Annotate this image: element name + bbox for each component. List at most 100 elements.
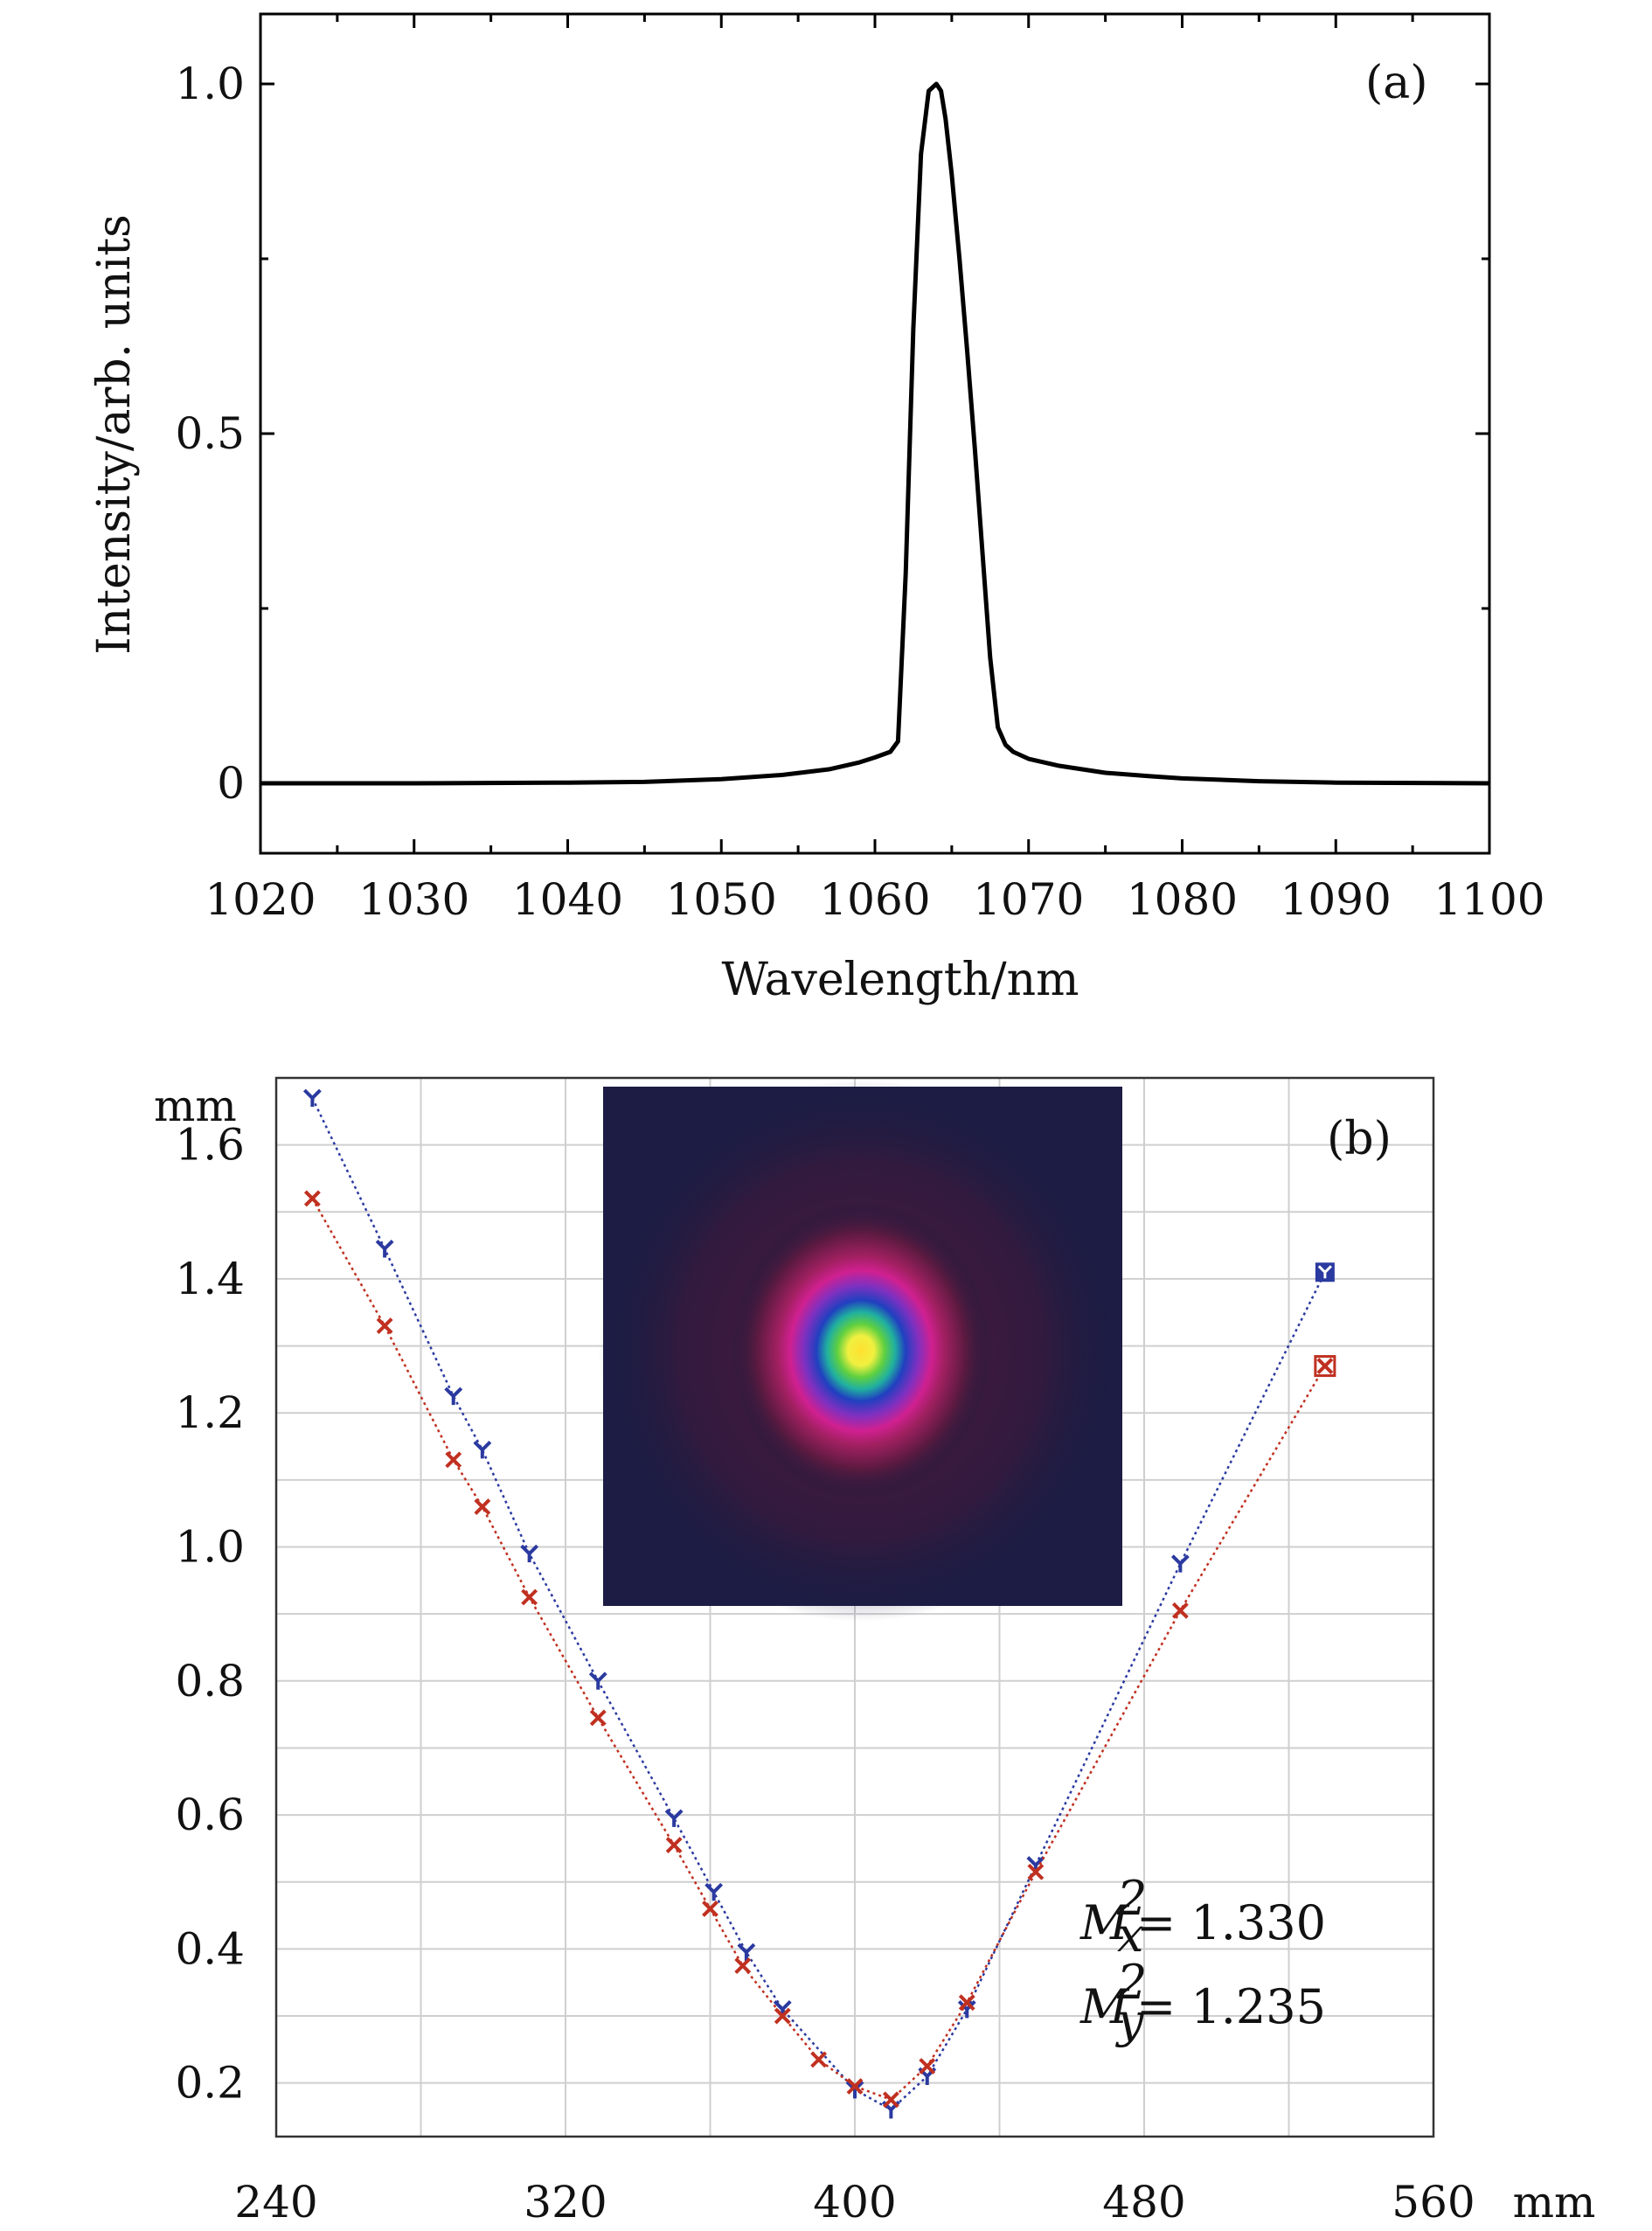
chart-b-point-glyph bbox=[774, 2007, 791, 2025]
chart-b-series-y-point bbox=[919, 2058, 936, 2075]
chart-b-point-glyph bbox=[882, 2091, 899, 2109]
chart-b-x-axis-unit: mm bbox=[1513, 2177, 1596, 2228]
chart-b-point-glyph bbox=[734, 1957, 752, 1974]
chart-b-series-y-point bbox=[376, 1317, 393, 1335]
chart-a-x-tick-label: 1020 bbox=[205, 874, 316, 925]
chart-a-y-tick-label: 0 bbox=[217, 758, 245, 809]
chart-b-y-tick-label: 1.0 bbox=[175, 1522, 245, 1573]
chart-b-point-glyph bbox=[375, 1240, 394, 1258]
beam-profile-inset bbox=[599, 1080, 1123, 1622]
chart-b-point-glyph bbox=[1170, 1554, 1190, 1573]
chart-b-point-glyph bbox=[665, 1837, 683, 1854]
chart-b-series-x-point bbox=[845, 2080, 864, 2099]
chart-a-x-tick-label: 1100 bbox=[1433, 874, 1544, 925]
chart-a-frame bbox=[259, 12, 1491, 855]
chart-b-point-glyph bbox=[445, 1451, 462, 1469]
chart-b-series-x-point bbox=[957, 1999, 976, 2019]
chart-b-point-glyph bbox=[376, 1317, 393, 1335]
chart-b-point-glyph bbox=[303, 1190, 321, 1207]
chart-b-x-tick-label: 480 bbox=[1102, 2177, 1185, 2228]
chart-b-series-y-point bbox=[589, 1709, 607, 1727]
chart-b-point-glyph bbox=[474, 1498, 491, 1515]
chart-b-series-y-point bbox=[958, 1994, 975, 2012]
chart-b-x-tick-label: 320 bbox=[524, 2177, 607, 2228]
chart-a-x-tick-label: 1040 bbox=[512, 874, 623, 925]
chart-a-x-tick-label: 1080 bbox=[1127, 874, 1238, 925]
chart-b-y-tick-label: 0.6 bbox=[175, 1790, 245, 1840]
chart-a-series bbox=[260, 81, 1490, 786]
chart-b-series-x-point bbox=[705, 1882, 724, 1901]
chart-b-point-glyph bbox=[302, 1088, 322, 1107]
chart-b-series-x-point bbox=[1315, 1262, 1335, 1282]
chart-a-x-tick-label: 1050 bbox=[666, 874, 777, 925]
chart-b-series-y-fit bbox=[311, 1198, 1326, 2102]
chart-b-series bbox=[302, 1088, 1336, 2119]
chart-a-x-tick-label: 1030 bbox=[358, 874, 469, 925]
chart-b-y-ticks: 0.2 0.4 0.6 0.8 1.0 1.2 1.4 1.6 bbox=[175, 1120, 245, 2109]
chart-b-series-y-point bbox=[810, 2051, 828, 2068]
chart-b-y-tick-label: 1.4 bbox=[175, 1254, 245, 1304]
m2y-sub: y bbox=[1115, 1993, 1145, 2048]
chart-b-x-ticks: 240 320 400 480 560 bbox=[234, 2177, 1475, 2228]
chart-a-y-tick-label: 1.0 bbox=[175, 59, 245, 109]
chart-a-series-line bbox=[260, 81, 1490, 786]
m2x-symbol: M bbox=[1079, 1895, 1130, 1950]
chart-b-y-tick-label: 0.4 bbox=[175, 1923, 245, 1974]
chart-b-point-glyph bbox=[664, 1809, 684, 1827]
chart-b-point-glyph bbox=[1027, 1863, 1045, 1880]
chart-b-series-y-point bbox=[445, 1451, 462, 1469]
chart-b-point-glyph bbox=[1317, 1265, 1332, 1279]
chart-b-point-glyph bbox=[845, 2080, 864, 2099]
chart-b-point-glyph bbox=[1316, 1358, 1334, 1374]
chart-b-point-glyph bbox=[737, 1943, 756, 1962]
chart-b-series-x-point bbox=[473, 1440, 492, 1459]
chart-b-y-tick-label: 0.8 bbox=[175, 1656, 245, 1706]
chart-b-y-tick-label: 0.2 bbox=[175, 2058, 245, 2109]
chart-b-series-x-point bbox=[375, 1240, 394, 1258]
chart-b-point-glyph bbox=[520, 1544, 539, 1563]
chart-b-x-tick-label: 240 bbox=[234, 2177, 317, 2228]
chart-b-series-y-point bbox=[521, 1588, 538, 1606]
chart-b-series-y-point bbox=[665, 1837, 683, 1854]
chart-b-series-y-point bbox=[846, 2078, 864, 2095]
chart-a-y-tick-label: 0.5 bbox=[175, 408, 245, 459]
chart-b-point-glyph bbox=[958, 1994, 975, 2012]
chart-b-frame bbox=[274, 1076, 1435, 2138]
chart-a-x-tick-label: 1060 bbox=[819, 874, 930, 925]
chart-b-point-glyph bbox=[444, 1387, 463, 1406]
chart-b-point-glyph bbox=[521, 1588, 538, 1606]
m2x-value: = 1.330 bbox=[1136, 1895, 1326, 1950]
chart-b-series-y-point bbox=[734, 1957, 752, 1974]
chart-b-point-glyph bbox=[957, 1999, 976, 2019]
chart-b-point-glyph bbox=[1171, 1602, 1189, 1619]
chart-b-point-glyph bbox=[589, 1709, 607, 1727]
m2x-sup: 2 bbox=[1116, 1871, 1147, 1926]
chart-b-series-y-point bbox=[1171, 1602, 1189, 1619]
chart-b-series-x-point bbox=[444, 1387, 463, 1406]
chart-a-x-tick-label: 1070 bbox=[973, 874, 1084, 925]
chart-b-point-glyph bbox=[705, 1882, 724, 1901]
chart-b-y-tick-label: 1.6 bbox=[175, 1120, 245, 1171]
chart-b-series-x-point bbox=[520, 1544, 539, 1563]
m2y-value: = 1.235 bbox=[1136, 1979, 1326, 2034]
chart-b-series-y-point bbox=[702, 1900, 718, 1917]
chart-b-point-glyph bbox=[702, 1900, 718, 1917]
chart-b-series-x-point bbox=[737, 1943, 756, 1962]
chart-a-x-axis-title: Wavelength/nm bbox=[722, 954, 1079, 1006]
chart-b-series-y-point bbox=[774, 2007, 791, 2025]
chart-b-series-x-point bbox=[302, 1088, 322, 1107]
m2y-symbol: M bbox=[1079, 1979, 1130, 2034]
m2y-annotation: M 2 y = 1.235 bbox=[1079, 1955, 1326, 2048]
chart-b: 240 320 400 480 560 0.2 0.4 0.6 0.8 1.0 1.2 1.4 1.6… bbox=[154, 1076, 1596, 2228]
chart-b-series-y-point bbox=[474, 1498, 491, 1515]
chart-a-x-tick-label: 1090 bbox=[1281, 874, 1392, 925]
m2x-sub: x bbox=[1117, 1908, 1143, 1963]
chart-b-series-x-point bbox=[1170, 1554, 1190, 1573]
chart-b-point-glyph bbox=[588, 1672, 607, 1690]
chart-b-series-y-point bbox=[1027, 1863, 1045, 1880]
chart-a-x-ticks: 1020 1030 1040 1050 1060 1070 1080 1090 1100 bbox=[205, 14, 1545, 925]
chart-b-point-glyph bbox=[810, 2051, 828, 2068]
chart-b-x-tick-label: 560 bbox=[1392, 2177, 1475, 2228]
chart-a-y-ticks: 0 0.5 1.0 bbox=[175, 59, 1489, 809]
